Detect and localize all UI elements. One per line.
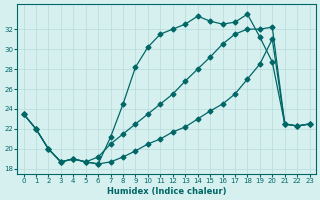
X-axis label: Humidex (Indice chaleur): Humidex (Indice chaleur) (107, 187, 226, 196)
